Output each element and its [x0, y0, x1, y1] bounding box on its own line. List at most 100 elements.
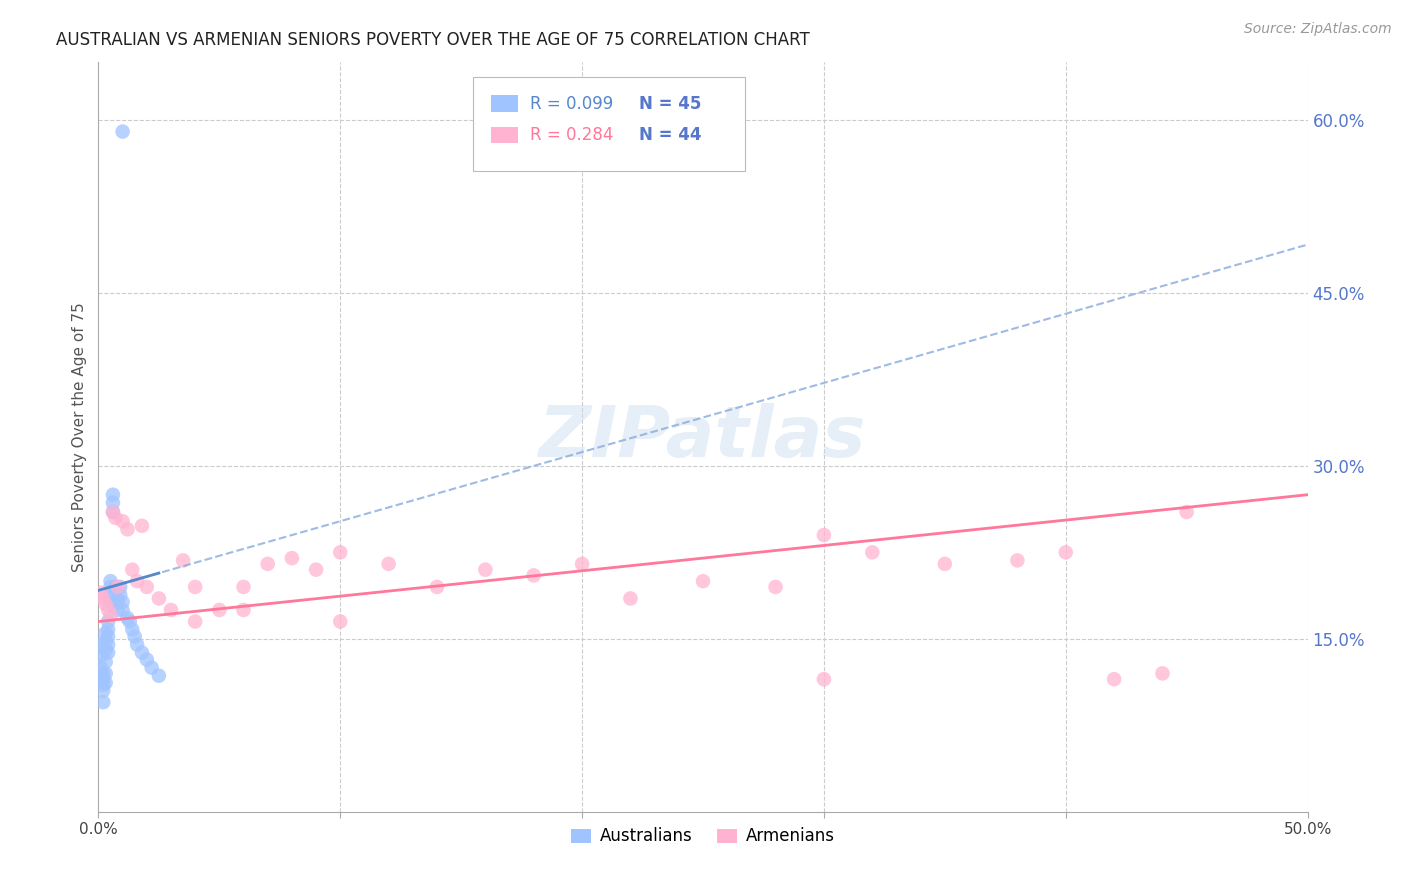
- Point: [329, 545, 352, 559]
- Point: [91, 666, 114, 681]
- Text: Source: ZipAtlas.com: Source: ZipAtlas.com: [1244, 22, 1392, 37]
- Point: [97, 638, 120, 652]
- Point: [90, 649, 112, 664]
- Point: [108, 580, 131, 594]
- Point: [94, 634, 117, 648]
- Text: R = 0.099: R = 0.099: [530, 95, 613, 112]
- Point: [121, 563, 143, 577]
- Y-axis label: Seniors Poverty Over the Age of 75: Seniors Poverty Over the Age of 75: [72, 302, 87, 572]
- Point: [97, 603, 120, 617]
- Point: [305, 563, 328, 577]
- Point: [111, 603, 134, 617]
- Point: [90, 660, 112, 674]
- Point: [127, 638, 149, 652]
- FancyBboxPatch shape: [492, 95, 517, 112]
- Point: [111, 595, 134, 609]
- Point: [90, 638, 112, 652]
- Text: AUSTRALIAN VS ARMENIAN SENIORS POVERTY OVER THE AGE OF 75 CORRELATION CHART: AUSTRALIAN VS ARMENIAN SENIORS POVERTY O…: [56, 31, 810, 49]
- Point: [619, 591, 641, 606]
- Point: [104, 580, 127, 594]
- Point: [107, 595, 129, 609]
- Point: [692, 574, 714, 589]
- Point: [184, 580, 207, 594]
- Text: R = 0.284: R = 0.284: [530, 126, 613, 145]
- Point: [91, 683, 114, 698]
- Point: [91, 672, 114, 686]
- Point: [135, 580, 157, 594]
- Point: [571, 557, 593, 571]
- Point: [523, 568, 546, 582]
- Text: N = 44: N = 44: [638, 126, 702, 145]
- Point: [117, 611, 139, 625]
- Point: [934, 557, 956, 571]
- Point: [1175, 505, 1198, 519]
- Point: [90, 672, 112, 686]
- Point: [124, 630, 146, 644]
- Point: [426, 580, 449, 594]
- Point: [94, 675, 117, 690]
- Point: [101, 505, 124, 519]
- Point: [131, 646, 153, 660]
- Point: [1007, 553, 1029, 567]
- Point: [184, 615, 207, 629]
- Point: [100, 574, 122, 589]
- Legend: Australians, Armenians: Australians, Armenians: [565, 821, 841, 852]
- Point: [860, 545, 883, 559]
- Point: [1054, 545, 1077, 559]
- Point: [101, 505, 124, 519]
- Point: [107, 603, 129, 617]
- FancyBboxPatch shape: [474, 78, 745, 171]
- Point: [101, 488, 124, 502]
- Point: [474, 563, 496, 577]
- Point: [90, 585, 112, 599]
- Point: [94, 597, 117, 611]
- Point: [256, 557, 278, 571]
- Point: [131, 519, 153, 533]
- Point: [117, 522, 139, 536]
- Point: [107, 580, 129, 594]
- Point: [160, 603, 183, 617]
- Point: [94, 643, 117, 657]
- Point: [141, 660, 163, 674]
- Point: [135, 652, 157, 666]
- Point: [94, 666, 117, 681]
- Point: [94, 626, 117, 640]
- FancyBboxPatch shape: [492, 127, 517, 144]
- Point: [97, 623, 120, 637]
- Point: [329, 615, 352, 629]
- Point: [232, 603, 254, 617]
- Point: [100, 595, 122, 609]
- Point: [100, 588, 122, 602]
- Point: [172, 553, 194, 567]
- Point: [813, 672, 835, 686]
- Point: [208, 603, 231, 617]
- Point: [108, 588, 131, 602]
- Point: [91, 695, 114, 709]
- Point: [121, 623, 143, 637]
- Point: [377, 557, 399, 571]
- Point: [91, 678, 114, 692]
- Point: [118, 615, 141, 629]
- Point: [97, 646, 120, 660]
- Point: [1102, 672, 1125, 686]
- Point: [100, 608, 122, 623]
- Point: [100, 580, 122, 594]
- Point: [91, 591, 114, 606]
- Point: [148, 591, 170, 606]
- Point: [1152, 666, 1174, 681]
- Text: ZIPatlas: ZIPatlas: [540, 402, 866, 472]
- Point: [232, 580, 254, 594]
- Point: [765, 580, 787, 594]
- Point: [94, 655, 117, 669]
- Point: [813, 528, 835, 542]
- Point: [281, 551, 304, 566]
- Point: [97, 615, 120, 629]
- Point: [101, 496, 124, 510]
- Point: [104, 510, 127, 524]
- Point: [111, 514, 134, 528]
- Point: [97, 630, 120, 644]
- Text: N = 45: N = 45: [638, 95, 702, 112]
- Point: [104, 588, 127, 602]
- Point: [148, 669, 170, 683]
- Point: [111, 125, 134, 139]
